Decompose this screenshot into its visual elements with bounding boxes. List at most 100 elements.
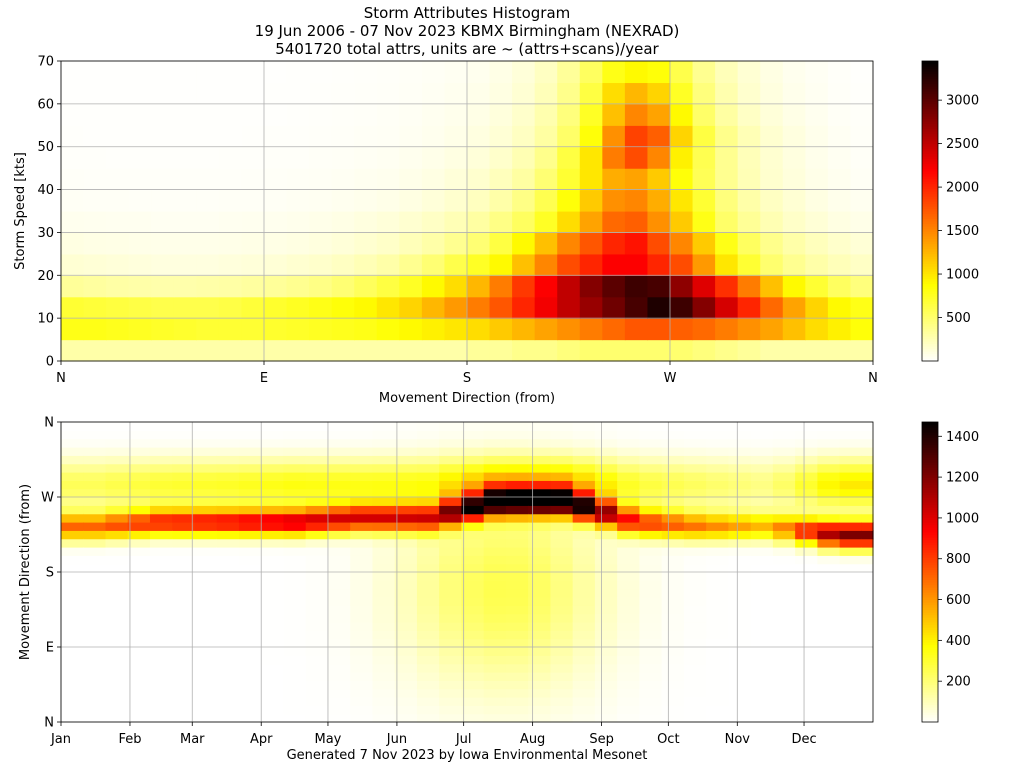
heatmap-cell <box>782 275 806 298</box>
heatmap-cell <box>128 103 152 126</box>
heatmap-cell <box>817 472 841 481</box>
heatmap-cell <box>327 563 351 573</box>
heatmap-cell <box>639 638 663 648</box>
colorbar-segment <box>922 652 938 656</box>
heatmap-cell <box>461 547 485 556</box>
heatmap-cell <box>61 588 84 598</box>
y-axis-label: Storm Speed [kts] <box>13 152 28 270</box>
colorbar-segment <box>922 534 938 538</box>
heatmap-cell <box>261 555 285 565</box>
heatmap-cell <box>172 713 196 723</box>
colorbar-tick-label: 1000 <box>946 268 979 283</box>
heatmap-cell <box>461 630 485 640</box>
heatmap-cell <box>216 530 240 540</box>
heatmap-cell <box>264 318 288 341</box>
heatmap-cell <box>238 630 262 640</box>
heatmap-cell <box>196 339 220 362</box>
heatmap-cell <box>61 488 84 498</box>
heatmap-cell <box>350 605 374 615</box>
heatmap-cell <box>624 211 649 234</box>
heatmap-cell <box>283 713 307 723</box>
heatmap-cell <box>218 103 243 126</box>
heatmap-cell <box>216 638 240 648</box>
heatmap-cell <box>706 630 729 640</box>
y-tick-label: 40 <box>37 183 54 198</box>
heatmap-cell <box>61 318 85 341</box>
colorbar-segment <box>922 158 938 162</box>
heatmap-cell <box>661 613 685 623</box>
heatmap-cell <box>528 588 552 598</box>
heatmap-cell <box>83 672 107 681</box>
heatmap-cell <box>782 339 806 362</box>
heatmap-cell <box>127 572 151 581</box>
heatmap-cell <box>261 672 285 681</box>
heatmap-cell <box>149 647 173 656</box>
heatmap-cell <box>128 253 152 276</box>
heatmap-cell <box>750 688 774 698</box>
heatmap-cell <box>83 688 107 698</box>
heatmap-cell <box>286 318 310 341</box>
colorbar-segment <box>922 717 938 721</box>
heatmap-cell <box>105 655 129 665</box>
heatmap-cell <box>639 463 663 473</box>
heatmap-cell <box>172 655 196 665</box>
heatmap-cell <box>528 530 552 540</box>
heatmap-cell <box>839 580 863 590</box>
heatmap-cell <box>594 597 618 606</box>
heatmap-cell <box>327 430 351 440</box>
heatmap-cell <box>261 588 285 598</box>
colorbar-segment <box>922 113 938 117</box>
heatmap-cell <box>706 480 729 490</box>
heatmap-cell <box>850 339 874 362</box>
heatmap-cell <box>550 638 574 648</box>
heatmap-cell <box>505 538 529 548</box>
heatmap-cell <box>683 630 707 640</box>
heatmap-cell <box>839 630 863 640</box>
heatmap-cell <box>399 189 423 212</box>
heatmap-cell <box>827 146 852 169</box>
heatmap-cell <box>557 61 581 84</box>
heatmap-cell <box>528 605 552 615</box>
heatmap-cell <box>105 455 129 465</box>
heatmap-cell <box>557 318 581 341</box>
colorbar-segment <box>922 464 938 468</box>
heatmap-cell <box>444 168 468 191</box>
heatmap-cell <box>550 430 574 440</box>
heatmap-cell <box>861 538 874 548</box>
heatmap-cell <box>327 497 351 506</box>
colorbar-segment <box>922 163 938 167</box>
heatmap-cell <box>216 697 240 706</box>
heatmap-cell <box>261 497 285 506</box>
heatmap-cell <box>670 232 694 255</box>
heatmap-cell <box>827 125 852 148</box>
heatmap-cell <box>172 422 196 431</box>
heatmap-cell <box>354 339 378 362</box>
heatmap-cell <box>105 522 129 531</box>
colorbar-segment <box>922 148 938 152</box>
heatmap-cell <box>327 588 351 598</box>
heatmap-cell <box>839 638 863 648</box>
heatmap-cell <box>216 555 240 565</box>
heatmap-cell <box>505 480 529 490</box>
heatmap-cell <box>354 189 378 212</box>
heatmap-cell <box>305 538 329 548</box>
heatmap-cell <box>127 547 151 556</box>
heatmap-cell <box>439 513 463 523</box>
heatmap-cell <box>127 663 151 673</box>
colorbar-segment <box>922 629 938 633</box>
heatmap-cell <box>238 455 262 465</box>
heatmap-cell <box>172 488 196 498</box>
heatmap-cell <box>127 688 151 698</box>
heatmap-cell <box>394 655 418 665</box>
heatmap-cell <box>421 211 446 234</box>
heatmap-cell <box>528 580 552 590</box>
heatmap-cell <box>805 103 829 126</box>
heatmap-cell <box>264 82 288 105</box>
heatmap-cell <box>61 146 85 169</box>
heatmap-cell <box>149 705 173 715</box>
heatmap-cell <box>283 672 307 681</box>
heatmap-cell <box>528 430 552 440</box>
heatmap-cell <box>83 472 107 481</box>
heatmap-cell <box>439 522 463 531</box>
heatmap-cell <box>594 622 618 631</box>
